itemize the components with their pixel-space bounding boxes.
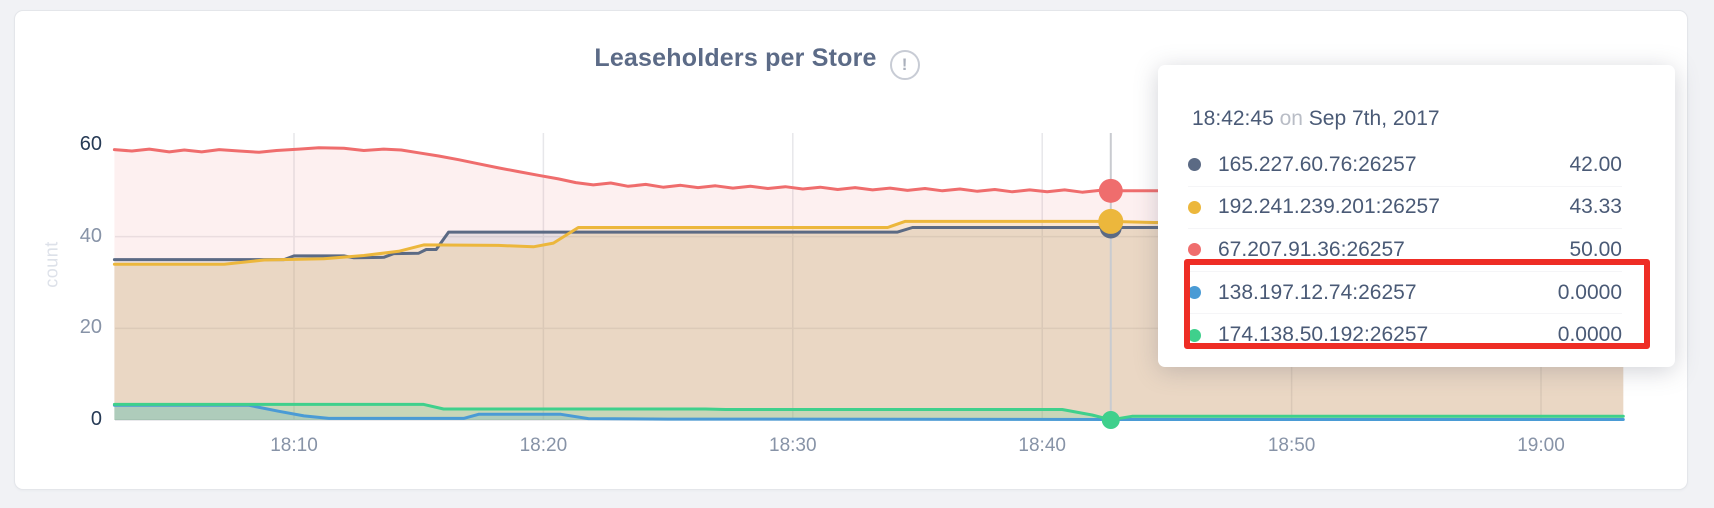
tooltip-series-row: 174.138.50.192:26257 0.0000 bbox=[1188, 313, 1622, 356]
series-color-dot bbox=[1188, 286, 1201, 300]
y-tick-label: 20 bbox=[79, 316, 102, 339]
info-icon[interactable]: ! bbox=[889, 50, 920, 80]
series-line bbox=[112, 226, 1625, 262]
hover-marker bbox=[1101, 411, 1120, 429]
series-color-dot bbox=[1188, 328, 1201, 342]
series-name: 138.197.12.74:26257 bbox=[1218, 280, 1417, 304]
series-area bbox=[114, 404, 1624, 420]
tooltip-series-row: 192.241.239.201:26257 43.33 bbox=[1188, 185, 1622, 229]
series-line bbox=[112, 402, 1625, 422]
x-tick-label: 18:50 bbox=[1267, 435, 1316, 456]
series-line bbox=[112, 403, 1625, 421]
y-tick-label: 40 bbox=[79, 224, 102, 247]
tooltip-time: 18:42:45 bbox=[1192, 107, 1274, 130]
series-value: 0.0000 bbox=[1557, 280, 1622, 304]
tooltip-date: Sep 7th, 2017 bbox=[1308, 107, 1440, 130]
series-value: 0.0000 bbox=[1557, 323, 1622, 347]
x-tick-label: 18:20 bbox=[519, 435, 568, 456]
x-tick-label: 19:00 bbox=[1517, 435, 1565, 456]
series-color-dot bbox=[1188, 200, 1201, 214]
series-color-dot bbox=[1188, 158, 1201, 172]
hover-marker bbox=[1098, 178, 1123, 203]
tooltip-series-row: 138.197.12.74:26257 0.0000 bbox=[1188, 270, 1622, 314]
series-line bbox=[112, 219, 1625, 266]
series-line bbox=[112, 146, 1625, 194]
series-name: 67.207.91.36:26257 bbox=[1218, 237, 1405, 261]
x-tick-label: 18:40 bbox=[1018, 435, 1066, 456]
page-title: Leaseholders per Store bbox=[594, 44, 877, 72]
series-value: 50.00 bbox=[1569, 237, 1622, 261]
hover-tooltip: 18:42:45 on Sep 7th, 2017 165.227.60.76:… bbox=[1158, 65, 1675, 367]
series-color-dot bbox=[1188, 243, 1201, 257]
chart-title-row: Leaseholders per Store! bbox=[0, 44, 1514, 80]
tooltip-series-row: 67.207.91.36:26257 50.00 bbox=[1188, 228, 1622, 271]
y-tick-label: 60 bbox=[79, 133, 102, 155]
series-area bbox=[114, 405, 1624, 420]
y-tick-label: 0 bbox=[90, 408, 102, 430]
x-tick-label: 18:30 bbox=[769, 435, 817, 456]
series-name: 174.138.50.192:26257 bbox=[1218, 323, 1429, 347]
hover-marker bbox=[1098, 208, 1124, 234]
tooltip-header: 18:42:45 on Sep 7th, 2017 bbox=[1192, 107, 1440, 131]
tooltip-series-row: 165.227.60.76:26257 42.00 bbox=[1188, 144, 1622, 186]
series-value: 42.00 bbox=[1569, 152, 1622, 176]
series-name: 192.241.239.201:26257 bbox=[1218, 195, 1440, 219]
series-name: 165.227.60.76:26257 bbox=[1218, 152, 1417, 176]
x-tick-label: 18:10 bbox=[270, 435, 318, 456]
tooltip-conjunction: on bbox=[1279, 107, 1309, 130]
tooltip-rows: 165.227.60.76:26257 42.00 192.241.239.201:… bbox=[1188, 144, 1622, 356]
series-value: 43.33 bbox=[1569, 195, 1622, 219]
